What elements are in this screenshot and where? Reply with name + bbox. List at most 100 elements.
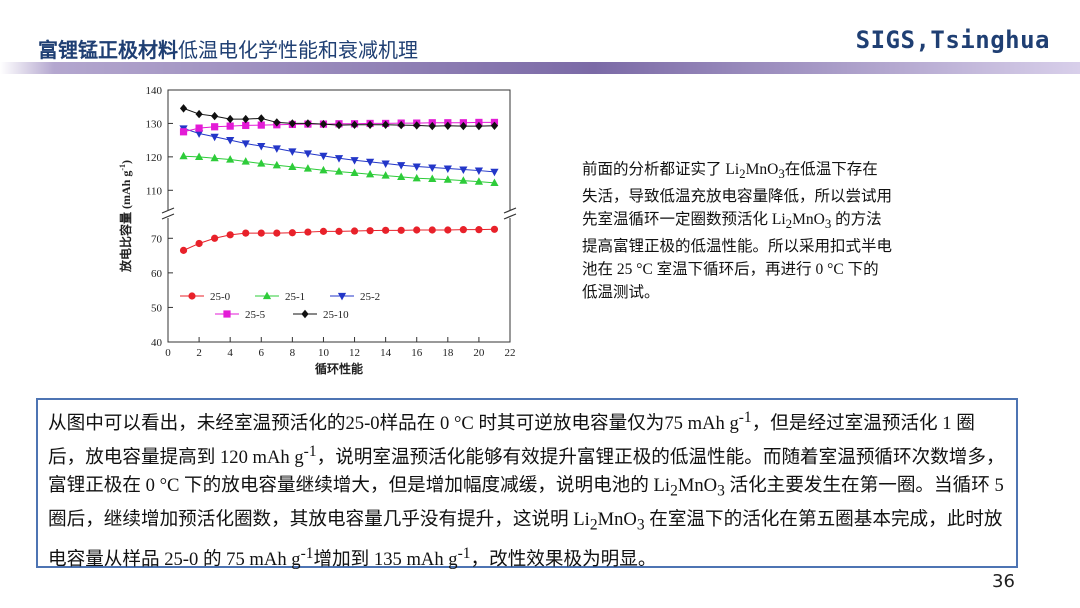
conclusion-textbox: 从图中可以看出，未经室温预活化的25-0样品在 0 °C 时其可逆放电容量仅为7… [36,398,1018,570]
y-tick-label: 40 [151,337,163,349]
data-point-25-0 [242,229,250,237]
data-point-25-10 [226,114,234,124]
data-point-25-0 [475,226,483,234]
side-note-sub: 3 [778,166,785,182]
data-point-25-0 [257,229,265,237]
data-point-25-1 [334,167,344,175]
data-point-25-10 [335,120,343,130]
data-point-25-2 [226,137,235,145]
data-point-25-5 [242,121,250,130]
x-axis-label: 循环性能 [315,361,363,376]
data-point-25-1 [179,151,188,160]
legend-label: 25-1 [285,291,305,303]
y-tick-label: 120 [146,152,163,164]
side-note-sub: 3 [824,216,832,232]
data-point-25-0 [335,227,343,235]
slide-title-rest: 低温电化学性能和衰减机理 [178,38,418,62]
data-point-25-1 [474,177,484,185]
data-point-25-1 [412,173,421,182]
data-point-25-1 [288,162,297,170]
data-point-25-1 [350,168,359,177]
y-axis-label: 放电比容量 (mAh g-1) [118,160,133,273]
y-tick-label: 130 [146,118,163,130]
conclusion-text: ，说明室温预活化能够有效提升富锂正极的低温性能。而随着室温预循环次数增多，富锂正… [48,447,1005,497]
data-point-25-0 [382,226,390,234]
data-point-25-1 [381,171,390,179]
data-point-25-10 [413,121,421,130]
discharge-capacity-chart: 110 120 130 140 40 50 60 70 0 2 4 6 8 10 12 14 16 18 20 22 循… [118,85,517,376]
side-note-text: MnO [745,161,779,178]
data-point-25-0 [366,227,374,235]
data-point-25-2 [241,140,250,148]
data-point-25-10 [273,118,281,127]
x-tick-label: 22 [505,347,516,359]
data-point-25-10 [490,121,499,130]
data-point-25-2 [319,152,328,161]
data-point-25-1 [241,157,250,165]
side-note-text: 前面的分析都证实了 Li [582,161,740,178]
side-note-text: 在低温下存在失活，导致低温充放电容量降低，所以尝试用先室温循环一定圈数预活化 L… [582,161,893,229]
data-point-25-2 [490,168,499,177]
data-point-25-10 [444,121,452,130]
y-tick-label: 110 [146,185,163,197]
data-point-25-10 [459,121,467,131]
conclusion-sup: -1 [738,409,752,426]
conclusion-sub: 3 [636,516,645,534]
side-note-sub: 2 [785,216,793,232]
conclusion-text: ，但是经过室温预活化 1 圈后，放电容量提高到 120 mAh g [48,413,975,469]
axis-break-gap-right [504,210,516,218]
legend-label: 25-2 [360,291,380,303]
legend-marker-25-2 [337,292,347,301]
data-point-25-2 [334,155,344,163]
x-tick-label: 4 [227,347,233,359]
x-tick-label: 8 [290,347,296,359]
data-point-25-2 [428,164,437,172]
conclusion-text: MnO [677,475,718,497]
header-divider-bar [0,62,1080,74]
data-point-25-2 [210,133,219,142]
data-point-25-0 [319,227,328,235]
brand-label: SIGS,Tsinghua [855,26,1050,54]
data-point-25-10 [288,119,296,128]
data-point-25-2 [459,166,468,174]
data-point-25-0 [444,226,452,234]
x-tick-label: 20 [473,347,485,359]
legend-marker-25-1 [262,291,272,300]
data-point-25-10 [382,120,390,129]
data-point-25-1 [303,164,313,172]
x-tick-label: 6 [259,347,265,359]
data-point-25-10 [428,121,436,131]
data-point-25-0 [459,226,467,234]
x-tick-label: 16 [411,347,423,359]
data-point-25-2 [381,160,390,168]
side-note-text: MnO [792,211,825,229]
plot-frame [167,89,511,343]
side-note-sub: 2 [739,166,746,182]
legend-marker-25-5 [223,310,231,318]
data-point-25-1 [490,178,499,187]
data-point-25-10 [475,121,483,131]
data-point-25-2 [365,158,375,167]
y-tick-label: 60 [151,268,163,280]
data-point-25-2 [257,143,266,151]
data-point-25-5 [195,124,203,132]
conclusion-sup: -1 [303,443,317,461]
side-note: 前面的分析都证实了 Li2MnO3在低温下存在失活，导致低温充放电容量降低，所以… [582,158,892,304]
axis-break-mark [503,213,517,220]
data-point-25-0 [211,234,219,242]
data-point-25-1 [272,160,281,169]
legend-label: 25-0 [210,291,231,303]
axis-break-mark [161,213,175,220]
data-point-25-1 [428,174,437,183]
axis-break-mark [503,207,517,214]
x-tick-label: 2 [196,347,202,359]
data-point-25-2 [272,145,281,153]
data-point-25-2 [303,150,313,158]
conclusion-sub: 3 [717,483,725,501]
conclusion-text: MnO [597,509,637,531]
data-point-25-1 [226,155,235,163]
axis-break-gap-left [162,210,174,218]
x-tick-label: 14 [380,347,392,359]
data-point-25-5 [179,128,188,136]
x-tick-label: 0 [165,347,171,359]
